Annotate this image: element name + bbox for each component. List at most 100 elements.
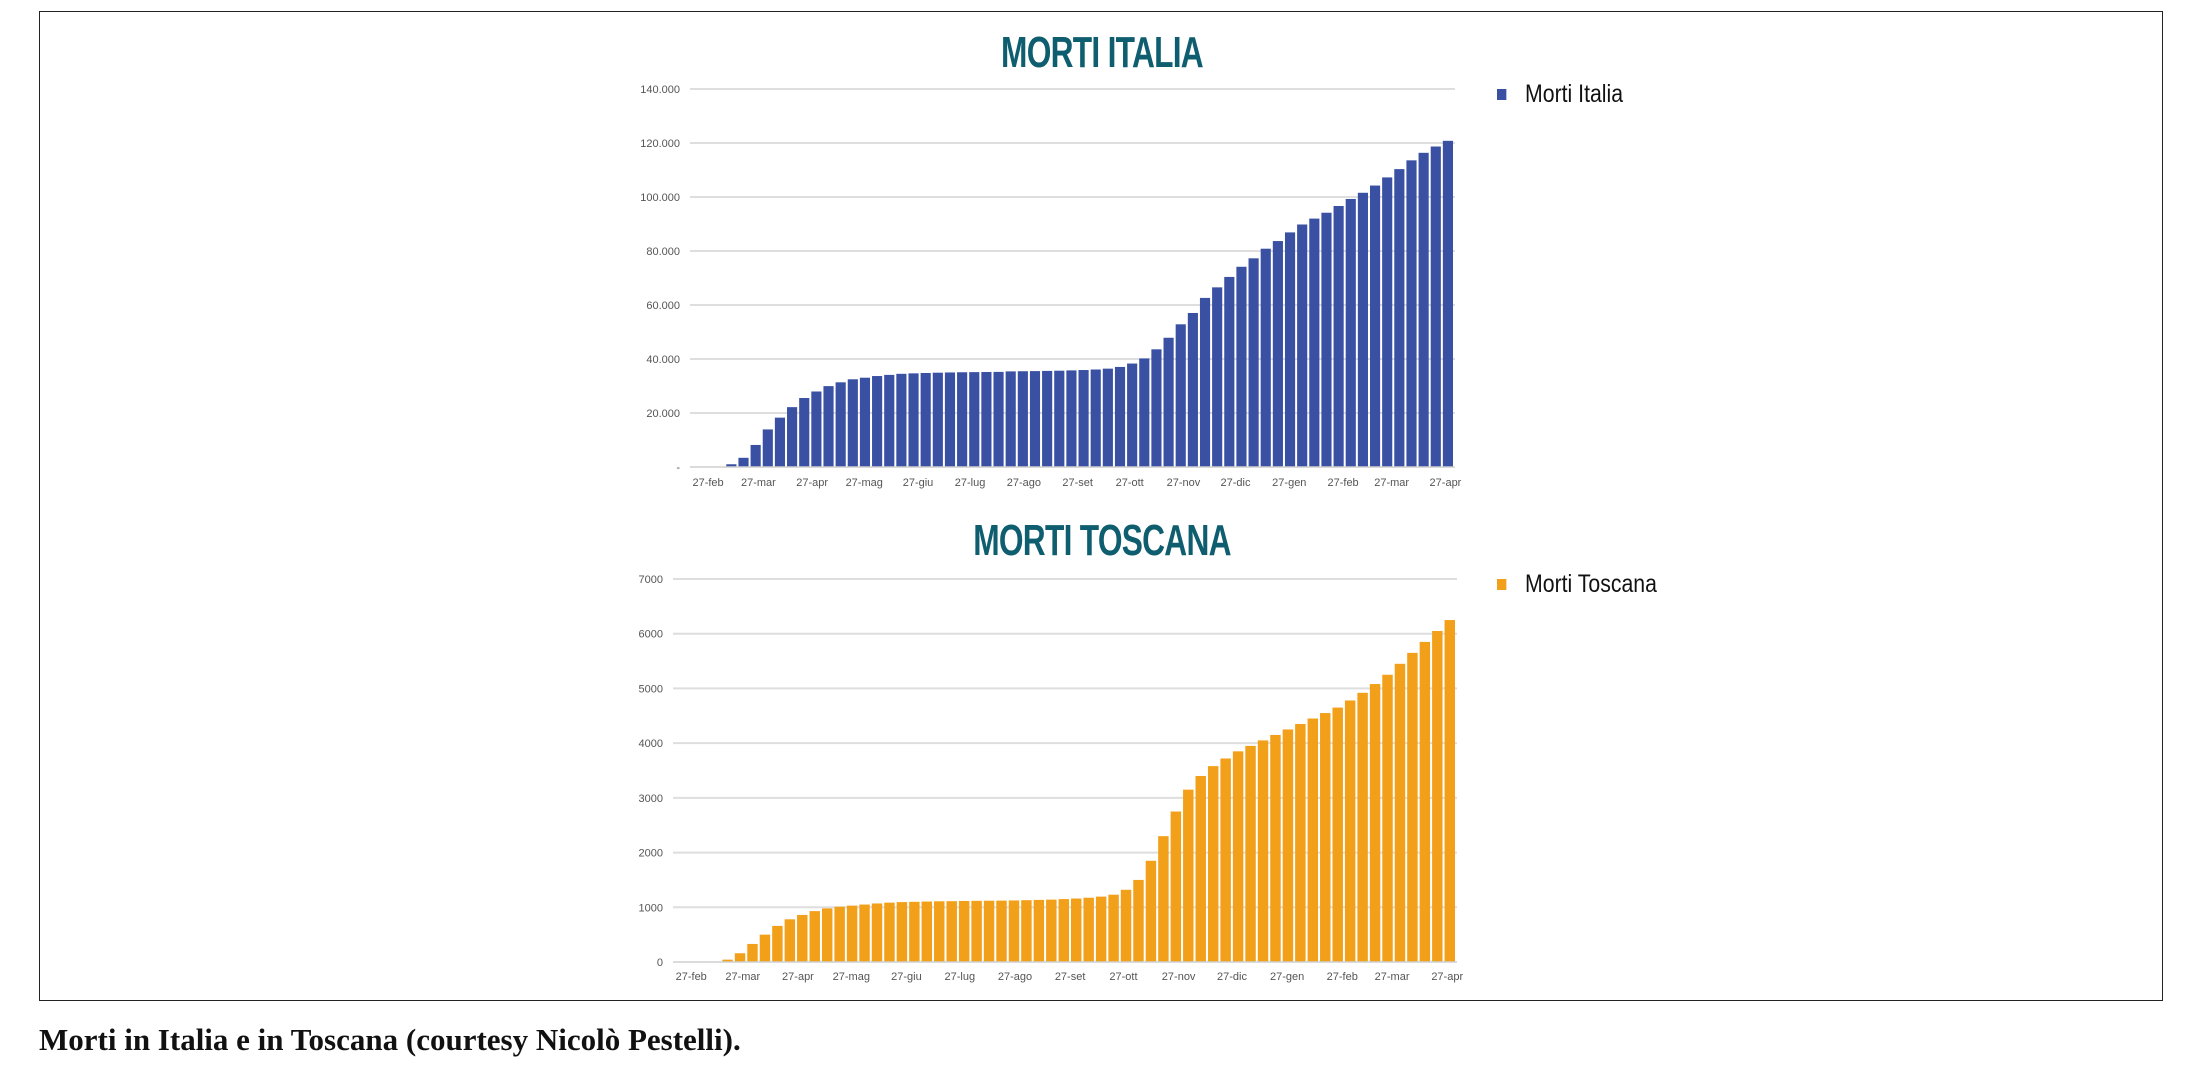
bar-italia [811, 391, 822, 467]
y-tick-label-toscana: 4000 [639, 738, 663, 750]
bar-toscana [1008, 900, 1020, 962]
bar-toscana [1033, 899, 1045, 962]
bar-toscana [1145, 860, 1157, 962]
bar-italia [1212, 287, 1223, 467]
bar-italia [1272, 241, 1283, 467]
bar-toscana [871, 903, 883, 962]
bar-toscana [1320, 713, 1331, 962]
bar-toscana [1195, 775, 1206, 962]
bar-italia [920, 372, 931, 467]
bar-italia [1005, 371, 1016, 467]
bar-italia [1442, 140, 1453, 467]
bar-toscana [1220, 758, 1231, 962]
bar-italia [1345, 198, 1356, 467]
bar-toscana [946, 901, 957, 962]
y-tick-label-toscana: 2000 [639, 848, 663, 860]
bar-italia [1236, 266, 1247, 467]
bar-toscana [1021, 900, 1032, 962]
bar-toscana [1270, 734, 1281, 962]
bar-italia [738, 457, 749, 467]
bar-toscana [1432, 630, 1443, 962]
bar-toscana [1058, 899, 1069, 962]
bar-italia [799, 398, 810, 467]
y-tick-label-toscana: 0 [657, 957, 663, 969]
bar-italia [859, 377, 871, 467]
x-tick-label-italia: 27-feb [1327, 477, 1358, 489]
bar-italia [1054, 370, 1065, 467]
y-tick-label-toscana: 3000 [639, 793, 663, 805]
bar-italia [1224, 276, 1235, 467]
bar-toscana [797, 914, 808, 962]
y-tick-label-italia: - [676, 462, 680, 474]
bar-italia [1333, 206, 1344, 467]
bar-toscana [1071, 898, 1082, 962]
bar-italia [932, 372, 943, 467]
x-tick-label-toscana: 27-mar [1375, 971, 1410, 983]
x-tick-label-toscana: 27-apr [782, 971, 814, 983]
bar-toscana [1232, 751, 1244, 962]
x-tick-label-italia: 27-ago [1007, 477, 1041, 489]
y-tick-label-toscana: 5000 [639, 683, 663, 695]
y-tick-label-italia: 80.000 [646, 246, 680, 258]
bar-toscana [734, 953, 746, 962]
bar-toscana [1158, 836, 1169, 962]
bar-toscana [1444, 620, 1455, 962]
bar-toscana [747, 943, 758, 962]
bar-italia [1382, 177, 1393, 467]
x-tick-label-italia: 27-ott [1116, 477, 1144, 489]
bar-italia [944, 372, 956, 467]
x-tick-label-italia: 27-mar [1374, 477, 1409, 489]
bar-toscana [1369, 684, 1381, 962]
bar-toscana [996, 900, 1007, 962]
bar-italia [1297, 224, 1308, 467]
bar-toscana [983, 900, 995, 962]
bar-toscana [1133, 879, 1144, 962]
legend-label-toscana: Morti Toscana [1525, 570, 1657, 598]
x-tick-label-toscana: 27-mag [833, 971, 870, 983]
legend-label-italia: Morti Italia [1525, 80, 1624, 108]
bar-toscana [1183, 789, 1194, 962]
x-tick-label-italia: 27-nov [1167, 477, 1201, 489]
x-tick-label-toscana: 27-ago [998, 971, 1032, 983]
bar-italia [1066, 370, 1077, 467]
bar-toscana [1095, 896, 1107, 962]
bar-italia [1199, 297, 1211, 467]
legend-swatch-toscana [1497, 579, 1507, 590]
x-tick-label-italia: 27-apr [796, 477, 828, 489]
legend-italia: Morti Italia [1497, 80, 1623, 109]
bar-italia [1029, 371, 1041, 467]
bar-italia [1248, 258, 1259, 467]
bar-toscana [1282, 729, 1294, 962]
bar-italia [1102, 368, 1113, 467]
bar-italia [847, 379, 858, 467]
x-tick-label-toscana: 27-gen [1270, 971, 1304, 983]
bar-toscana [1083, 897, 1094, 962]
y-tick-label-italia: 100.000 [640, 192, 680, 204]
bar-toscana [1307, 718, 1319, 962]
bar-toscana [1295, 723, 1306, 962]
bar-toscana [1344, 700, 1356, 962]
bar-italia [1151, 349, 1162, 467]
x-tick-label-italia: 27-gen [1272, 477, 1306, 489]
y-tick-label-toscana: 6000 [639, 629, 663, 641]
bar-italia [1139, 358, 1150, 467]
y-tick-label-toscana: 1000 [639, 902, 663, 914]
bar-toscana [1407, 652, 1418, 962]
x-tick-label-toscana: 27-mar [725, 971, 760, 983]
bar-toscana [1357, 692, 1368, 962]
bar-toscana [1382, 674, 1393, 962]
bar-toscana [921, 901, 933, 962]
bar-toscana [821, 908, 833, 962]
y-tick-label-italia: 140.000 [640, 84, 680, 96]
x-tick-label-toscana: 27-feb [676, 971, 707, 983]
legend-toscana: Morti Toscana [1497, 570, 1657, 599]
bar-italia [896, 373, 907, 467]
bar-italia [1357, 192, 1368, 467]
bar-toscana [934, 901, 945, 962]
bar-italia [1406, 160, 1417, 467]
bar-toscana [1108, 894, 1119, 962]
y-tick-label-italia: 20.000 [646, 408, 680, 420]
x-tick-label-italia: 27-lug [955, 477, 986, 489]
bar-toscana [1394, 663, 1406, 962]
bar-toscana [859, 904, 870, 962]
